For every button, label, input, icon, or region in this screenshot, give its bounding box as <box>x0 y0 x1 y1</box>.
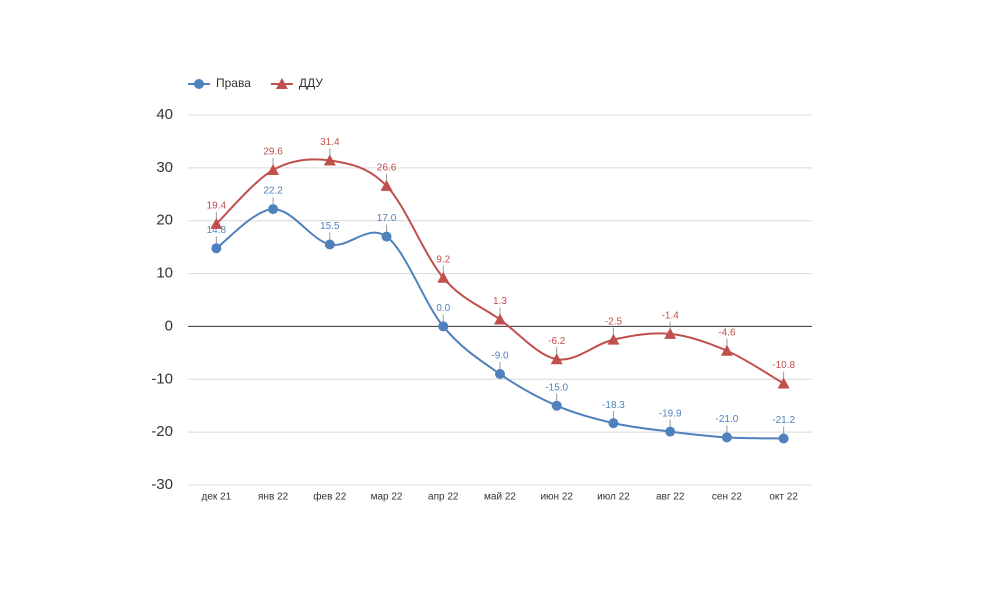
marker <box>664 327 677 339</box>
legend-marker <box>194 79 204 89</box>
y-tick-label: 0 <box>165 317 173 334</box>
data-label: -2.5 <box>605 316 623 327</box>
data-label: 1.3 <box>493 296 507 307</box>
marker <box>437 271 450 283</box>
data-label: 17.0 <box>377 213 397 224</box>
marker <box>494 313 506 325</box>
y-tick-label: 10 <box>156 265 173 282</box>
x-tick-label: июл 22 <box>597 492 630 503</box>
x-tick-label: июн 22 <box>540 492 573 503</box>
data-label: -1.4 <box>662 310 680 321</box>
marker <box>720 344 733 356</box>
marker <box>778 433 789 444</box>
marker <box>267 163 280 175</box>
y-tick-label: -10 <box>151 370 173 387</box>
marker <box>550 353 563 365</box>
legend-marker <box>275 78 288 89</box>
y-tick-label: -30 <box>151 476 173 493</box>
data-label: -21.0 <box>716 414 739 425</box>
data-label: 14.8 <box>207 225 227 236</box>
marker <box>323 154 336 166</box>
marker <box>665 426 676 437</box>
y-tick-label: 30 <box>156 159 173 176</box>
data-label: 19.4 <box>207 201 227 212</box>
data-label: -18.3 <box>602 400 625 411</box>
data-label: 0.0 <box>436 303 450 314</box>
y-tick-label: 40 <box>156 106 173 123</box>
marker <box>380 179 393 191</box>
marker <box>268 204 279 215</box>
x-tick-label: май 22 <box>484 492 516 503</box>
marker <box>438 321 449 332</box>
y-tick-label: -20 <box>151 423 173 440</box>
x-tick-label: дек 21 <box>202 492 232 503</box>
data-label: 15.5 <box>320 221 340 232</box>
data-label: 9.2 <box>436 254 450 265</box>
series-line <box>215 158 785 385</box>
x-tick-label: окт 22 <box>769 492 798 503</box>
legend-label: Права <box>216 76 251 90</box>
data-label: -9.0 <box>491 351 509 362</box>
x-tick-label: авг 22 <box>656 492 685 503</box>
x-tick-label: сен 22 <box>712 492 742 503</box>
x-tick-label: мар 22 <box>371 492 403 503</box>
data-label: 29.6 <box>263 147 283 158</box>
x-tick-label: фев 22 <box>313 491 346 503</box>
marker <box>324 239 335 250</box>
data-label: 31.4 <box>320 137 340 148</box>
marker <box>210 217 223 229</box>
data-label: 22.2 <box>263 186 283 197</box>
marker <box>381 231 392 242</box>
y-tick-label: 20 <box>156 212 173 229</box>
marker <box>551 400 562 411</box>
marker <box>721 432 732 443</box>
data-label: -6.2 <box>548 336 566 347</box>
x-tick-label: янв 22 <box>258 492 289 503</box>
data-label: -19.9 <box>659 408 682 419</box>
marker <box>608 418 619 429</box>
marker <box>211 243 222 254</box>
data-label: -4.6 <box>718 327 736 338</box>
data-label: -21.2 <box>772 415 795 426</box>
data-label: -15.0 <box>545 382 568 393</box>
marker <box>607 333 620 345</box>
legend-label: ДДУ <box>299 76 323 90</box>
series-line <box>215 208 784 440</box>
x-tick-label: апр 22 <box>428 492 459 503</box>
data-label: 26.6 <box>377 162 397 173</box>
data-label: -10.8 <box>772 360 795 371</box>
marker <box>495 369 505 379</box>
marker <box>777 377 790 389</box>
